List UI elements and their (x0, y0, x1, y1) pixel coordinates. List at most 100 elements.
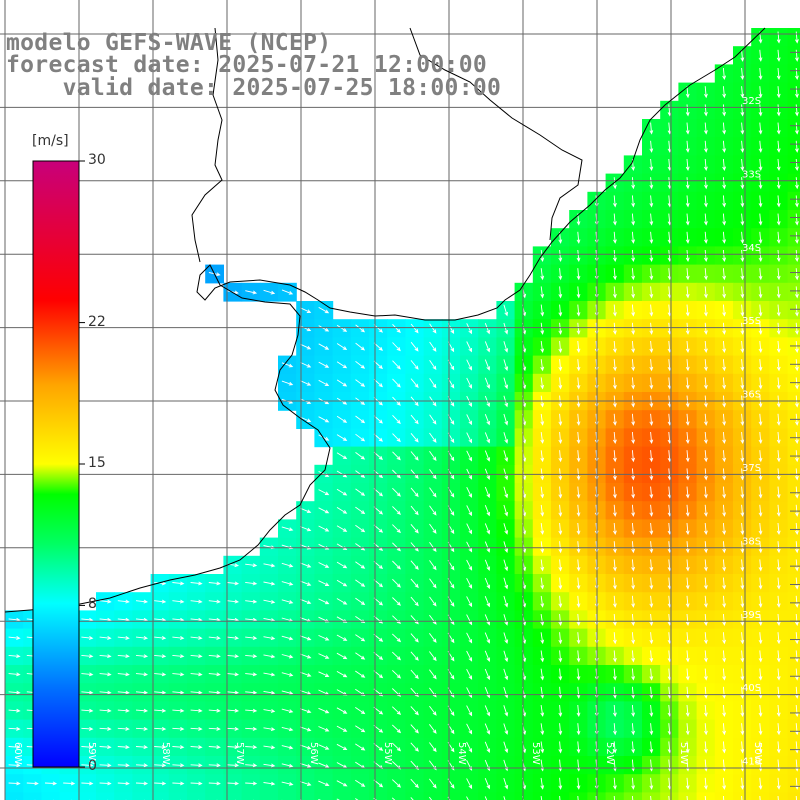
wind-arrow (722, 668, 727, 681)
wind-arrow (631, 795, 634, 800)
field-cell (787, 592, 800, 611)
wind-arrow (558, 559, 563, 572)
border-path (191, 27, 223, 263)
wind-arrow (795, 541, 799, 554)
wind-arrow (8, 690, 21, 695)
wind-arrow (466, 596, 473, 608)
wind-arrow (649, 632, 654, 645)
wind-arrow (795, 249, 799, 263)
wind-arrow (154, 708, 167, 713)
wind-arrow (318, 325, 330, 332)
wind-arrow (704, 504, 708, 517)
wind-arrow (722, 213, 727, 226)
wind-arrow (558, 668, 563, 681)
wind-arrow (410, 578, 419, 589)
wind-arrow (631, 249, 636, 263)
wind-arrow (631, 486, 636, 499)
wind-arrow (208, 763, 221, 768)
wind-arrow (208, 636, 221, 640)
wind-arrow (172, 581, 185, 586)
wind-arrow (466, 541, 473, 553)
wind-arrow (299, 708, 312, 714)
wind-arrow (613, 304, 617, 317)
wind-arrow (263, 289, 276, 295)
wind-arrow (758, 704, 763, 718)
wind-arrow (540, 486, 545, 499)
wind-arrow (631, 668, 636, 681)
wind-arrow (704, 304, 708, 317)
wind-arrow (722, 450, 727, 463)
wind-arrow (631, 559, 636, 572)
wind-arrow (613, 268, 617, 281)
wind-arrow (758, 304, 763, 317)
wind-arrow (649, 450, 654, 463)
wind-arrow (484, 414, 491, 426)
wind-arrow (117, 599, 130, 604)
wind-arrow (776, 741, 781, 754)
wind-arrow (336, 561, 348, 569)
wind-arrow (776, 504, 781, 517)
field-cell (278, 792, 297, 800)
wind-arrow (685, 104, 690, 117)
wind-arrow (613, 377, 617, 390)
wind-arrow (776, 413, 781, 426)
wind-arrow (300, 526, 312, 532)
wind-arrow (540, 777, 545, 790)
wind-arrow (410, 596, 419, 607)
wind-arrow (503, 632, 509, 644)
field-cell (787, 701, 800, 721)
wind-arrow (595, 795, 597, 800)
wind-arrow (613, 723, 617, 736)
wind-arrow (704, 140, 708, 153)
wind-arrow (722, 795, 725, 800)
wind-arrow (429, 633, 437, 643)
wind-arrow (613, 650, 617, 663)
wind-arrow (410, 633, 419, 643)
wind-arrow (263, 672, 276, 677)
wind-arrow (503, 777, 509, 790)
wind-arrow (795, 704, 799, 718)
wind-arrow (740, 322, 745, 335)
forecast-date: forecast date: 2025-07-21 12:00:00 (6, 52, 488, 78)
wind-arrow (503, 559, 509, 572)
wind-arrow (466, 632, 473, 644)
wind-arrow (172, 708, 185, 713)
wind-arrow (558, 322, 563, 335)
wind-arrow (685, 304, 690, 317)
wind-arrow (392, 342, 401, 352)
wind-arrow (410, 378, 419, 389)
wind-arrow (410, 706, 419, 716)
wind-arrow (758, 595, 763, 608)
wind-arrow (429, 742, 437, 753)
wind-arrow (172, 781, 185, 786)
wind-arrow (685, 577, 690, 590)
wind-arrow (795, 595, 799, 608)
wind-arrow (558, 650, 563, 663)
wind-arrow (81, 690, 94, 695)
wind-arrow (649, 522, 654, 536)
wind-arrow (336, 725, 348, 732)
wind-arrow (776, 104, 781, 117)
wind-arrow (704, 577, 708, 590)
wind-arrow (795, 486, 799, 499)
wind-arrow (740, 777, 745, 790)
wind-arrow (685, 686, 690, 699)
wind-arrow (722, 377, 727, 390)
wind-arrow (540, 595, 545, 608)
wind-arrow (281, 289, 294, 295)
wind-arrow (135, 636, 149, 640)
latitude-label: 32S (742, 96, 761, 107)
wind-arrow (391, 669, 402, 679)
wind-arrow (722, 413, 727, 426)
wind-arrow (704, 359, 708, 372)
wind-arrow (540, 432, 545, 444)
wind-arrow (740, 522, 745, 536)
wind-arrow (722, 595, 727, 608)
wind-arrow (540, 450, 545, 463)
wind-arrow (484, 668, 491, 681)
wind-arrow (245, 763, 258, 768)
wind-arrow (503, 668, 509, 681)
wind-arrow (245, 781, 258, 786)
wind-arrow (631, 777, 636, 790)
wind-arrow (99, 599, 112, 604)
